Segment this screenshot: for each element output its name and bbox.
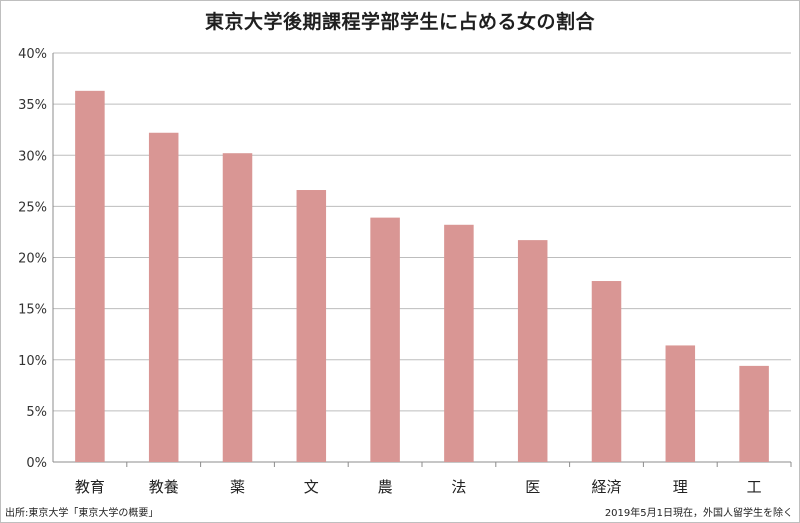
date-note: 2019年5月1日現在，外国人留学生を除く (604, 508, 793, 519)
chart-title: 東京大学後期課程学部学生に占める女の割合 (204, 11, 595, 33)
bar (444, 224, 474, 462)
x-tick-label: 教養 (149, 478, 179, 496)
bar (739, 365, 769, 462)
bar (222, 153, 253, 462)
x-tick-label: 経済 (591, 478, 621, 496)
bar (370, 217, 400, 462)
y-tick-label: 25% (18, 200, 47, 215)
x-tick-label: 理 (673, 478, 688, 496)
y-tick-label: 30% (18, 149, 47, 164)
bar (591, 281, 622, 462)
x-tick-label: 工 (747, 478, 762, 496)
bar (148, 132, 179, 462)
y-tick-label: 10% (18, 354, 47, 369)
x-tick-label: 法 (451, 478, 466, 496)
bar (75, 90, 105, 463)
bar (517, 240, 548, 462)
y-tick-label: 5% (26, 405, 47, 420)
source-note: 出所:東京大学「東京大学の概要」 (5, 508, 159, 519)
bar (296, 190, 327, 462)
y-tick-label: 15% (18, 303, 47, 318)
y-tick-label: 20% (18, 252, 47, 267)
x-tick-label: 農 (378, 478, 393, 496)
y-tick-label: 40% (18, 47, 47, 62)
x-tick-label: 医 (525, 478, 540, 496)
bar (665, 345, 696, 462)
x-tick-label: 文 (304, 478, 319, 496)
y-tick-label: 0% (26, 456, 47, 471)
x-tick-label: 薬 (230, 478, 245, 496)
y-tick-label: 35% (18, 98, 47, 113)
x-tick-label: 教育 (75, 478, 105, 496)
